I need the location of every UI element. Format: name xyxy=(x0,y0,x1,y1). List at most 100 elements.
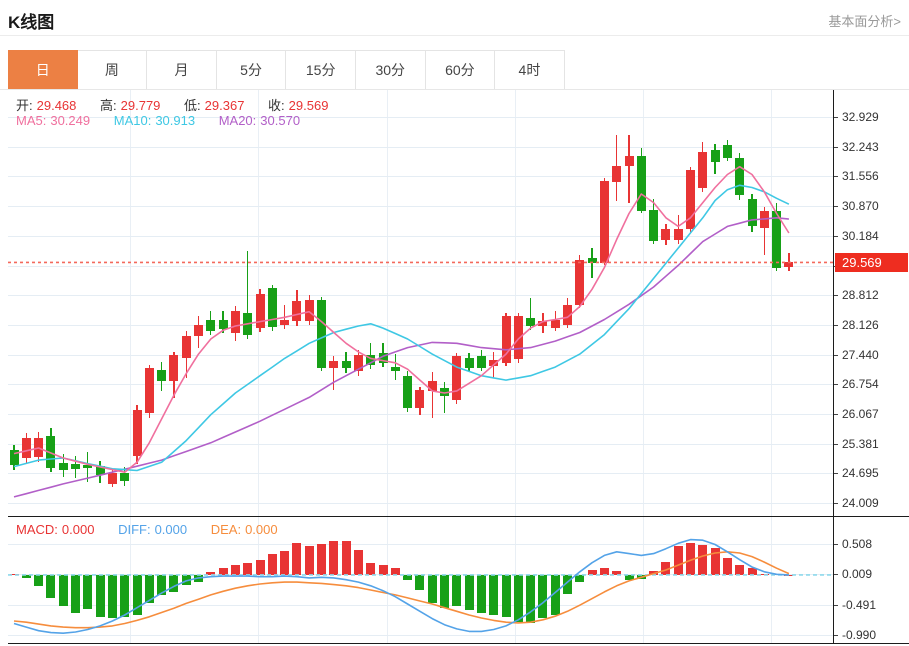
price-gridline xyxy=(8,117,833,118)
timeframe-tabbar: 日周月 5分 15分 30分 60分 4时 xyxy=(8,50,565,90)
ma10-value: 30.913 xyxy=(155,113,196,128)
price-axis-label: 28.812 xyxy=(842,288,879,303)
candle-body xyxy=(636,155,646,212)
price-gridline xyxy=(8,354,833,356)
macd-histogram-bar xyxy=(550,574,560,615)
header: K线图 基本面分析> xyxy=(0,0,909,36)
candle-body xyxy=(476,356,486,368)
tab-timeframe-5[interactable]: 30分 xyxy=(355,50,426,90)
tab-timeframe-6[interactable]: 60分 xyxy=(425,50,496,90)
dea-label: DEA: xyxy=(210,522,242,537)
candle-body xyxy=(489,359,499,367)
macd-histogram-bar xyxy=(686,543,695,575)
pane-separator xyxy=(8,516,909,517)
candle-body xyxy=(120,472,130,481)
vertical-gridline xyxy=(643,90,644,516)
price-gridline xyxy=(8,384,833,386)
tab-timeframe-1[interactable]: 周 xyxy=(77,50,148,90)
fundamental-analysis-link[interactable]: 基本面分析> xyxy=(828,14,901,29)
tab-timeframe-4[interactable]: 15分 xyxy=(286,50,356,90)
kline-chart-area[interactable]: 32.929 32.243 31.556 30.870 30.184 28.812 28.1… xyxy=(0,90,909,644)
vertical-gridline xyxy=(130,90,131,516)
candle-body xyxy=(587,258,597,263)
macd-histogram-bar xyxy=(698,544,708,575)
macd-histogram-bar xyxy=(206,571,216,575)
close-value: 29.569 xyxy=(288,98,329,113)
macd-histogram-bar xyxy=(34,574,44,587)
macd-pane[interactable] xyxy=(8,517,833,643)
ma5-value: 30.249 xyxy=(50,113,91,128)
candle-wick xyxy=(443,382,446,413)
macd-histogram-bar xyxy=(218,567,228,575)
vertical-gridline xyxy=(771,517,772,643)
candle-body xyxy=(341,361,351,368)
candle-body xyxy=(722,145,732,159)
axis-tick xyxy=(833,503,838,504)
macd-histogram-bar xyxy=(120,574,130,617)
axis-tick xyxy=(833,384,838,386)
tab-timeframe-7[interactable]: 4时 xyxy=(495,50,565,90)
candle-wick xyxy=(431,372,433,418)
macd-histogram-bar xyxy=(575,574,585,583)
high-value: 29.779 xyxy=(120,98,161,113)
ma20-line xyxy=(13,217,789,498)
macd-histogram-bar xyxy=(292,543,302,575)
open-label: 开: xyxy=(16,98,33,113)
price-axis-label: 26.754 xyxy=(842,377,879,392)
candle-body xyxy=(206,319,216,332)
macd-histogram-bar xyxy=(280,551,290,575)
tab-timeframe-3[interactable]: 5分 xyxy=(216,50,287,90)
candle-body xyxy=(673,228,683,240)
price-axis-label: 26.067 xyxy=(842,406,879,421)
macd-histogram-bar xyxy=(9,574,19,576)
diff-label: DIFF: xyxy=(118,522,151,537)
tab-timeframe-2[interactable]: 月 xyxy=(147,50,217,90)
axis-tick xyxy=(833,117,838,118)
candle-body xyxy=(181,336,191,358)
axis-tick xyxy=(833,146,838,148)
macd-gridline xyxy=(8,574,833,576)
candle-body xyxy=(107,472,117,485)
vertical-gridline xyxy=(515,90,516,516)
ma20-label: MA20: xyxy=(218,113,257,128)
price-gridline xyxy=(8,235,833,237)
candle-body xyxy=(772,211,782,268)
macd-histogram-bar xyxy=(501,574,511,617)
candle-wick xyxy=(763,207,765,255)
macd-histogram-bar xyxy=(476,574,486,613)
candle-body xyxy=(280,319,290,325)
candle-body xyxy=(157,369,167,382)
dea-line xyxy=(13,551,790,629)
vertical-gridline xyxy=(258,517,259,643)
candle-body xyxy=(612,166,622,182)
ohlc-legend: 开: 29.468 高: 29.779 低: 29.367 收: 29.569 xyxy=(16,95,332,114)
ma-legend: MA5: 30.249 MA10: 30.913 MA20: 30.570 xyxy=(16,113,304,128)
ma20-value: 30.570 xyxy=(260,113,301,128)
candle-body xyxy=(599,181,609,263)
candle-body xyxy=(353,354,363,372)
macd-histogram-bar xyxy=(353,550,363,575)
axis-tick xyxy=(833,235,838,237)
macd-histogram-bar xyxy=(612,570,622,575)
candle-body xyxy=(686,170,695,229)
price-gridline xyxy=(8,324,833,326)
macd-histogram-bar xyxy=(440,574,449,608)
macd-histogram-bar xyxy=(230,564,240,575)
price-pane[interactable] xyxy=(8,90,833,516)
axis-tick xyxy=(833,604,838,606)
axis-tick xyxy=(833,635,838,636)
tab-timeframe-0[interactable]: 日 xyxy=(8,50,78,90)
candle-body xyxy=(194,324,203,337)
candle-body xyxy=(304,299,314,322)
axis-tick xyxy=(833,544,838,545)
macd-histogram-bar xyxy=(58,574,68,607)
candle-wick xyxy=(333,355,335,390)
dea-value: 0.000 xyxy=(245,522,278,537)
macd-gridline xyxy=(8,544,833,545)
macd-histogram-bar xyxy=(46,574,56,598)
macd-label: MACD: xyxy=(16,522,58,537)
macd-histogram-bar xyxy=(599,568,609,575)
low-label: 低: xyxy=(184,98,201,113)
vertical-gridline xyxy=(130,517,131,643)
